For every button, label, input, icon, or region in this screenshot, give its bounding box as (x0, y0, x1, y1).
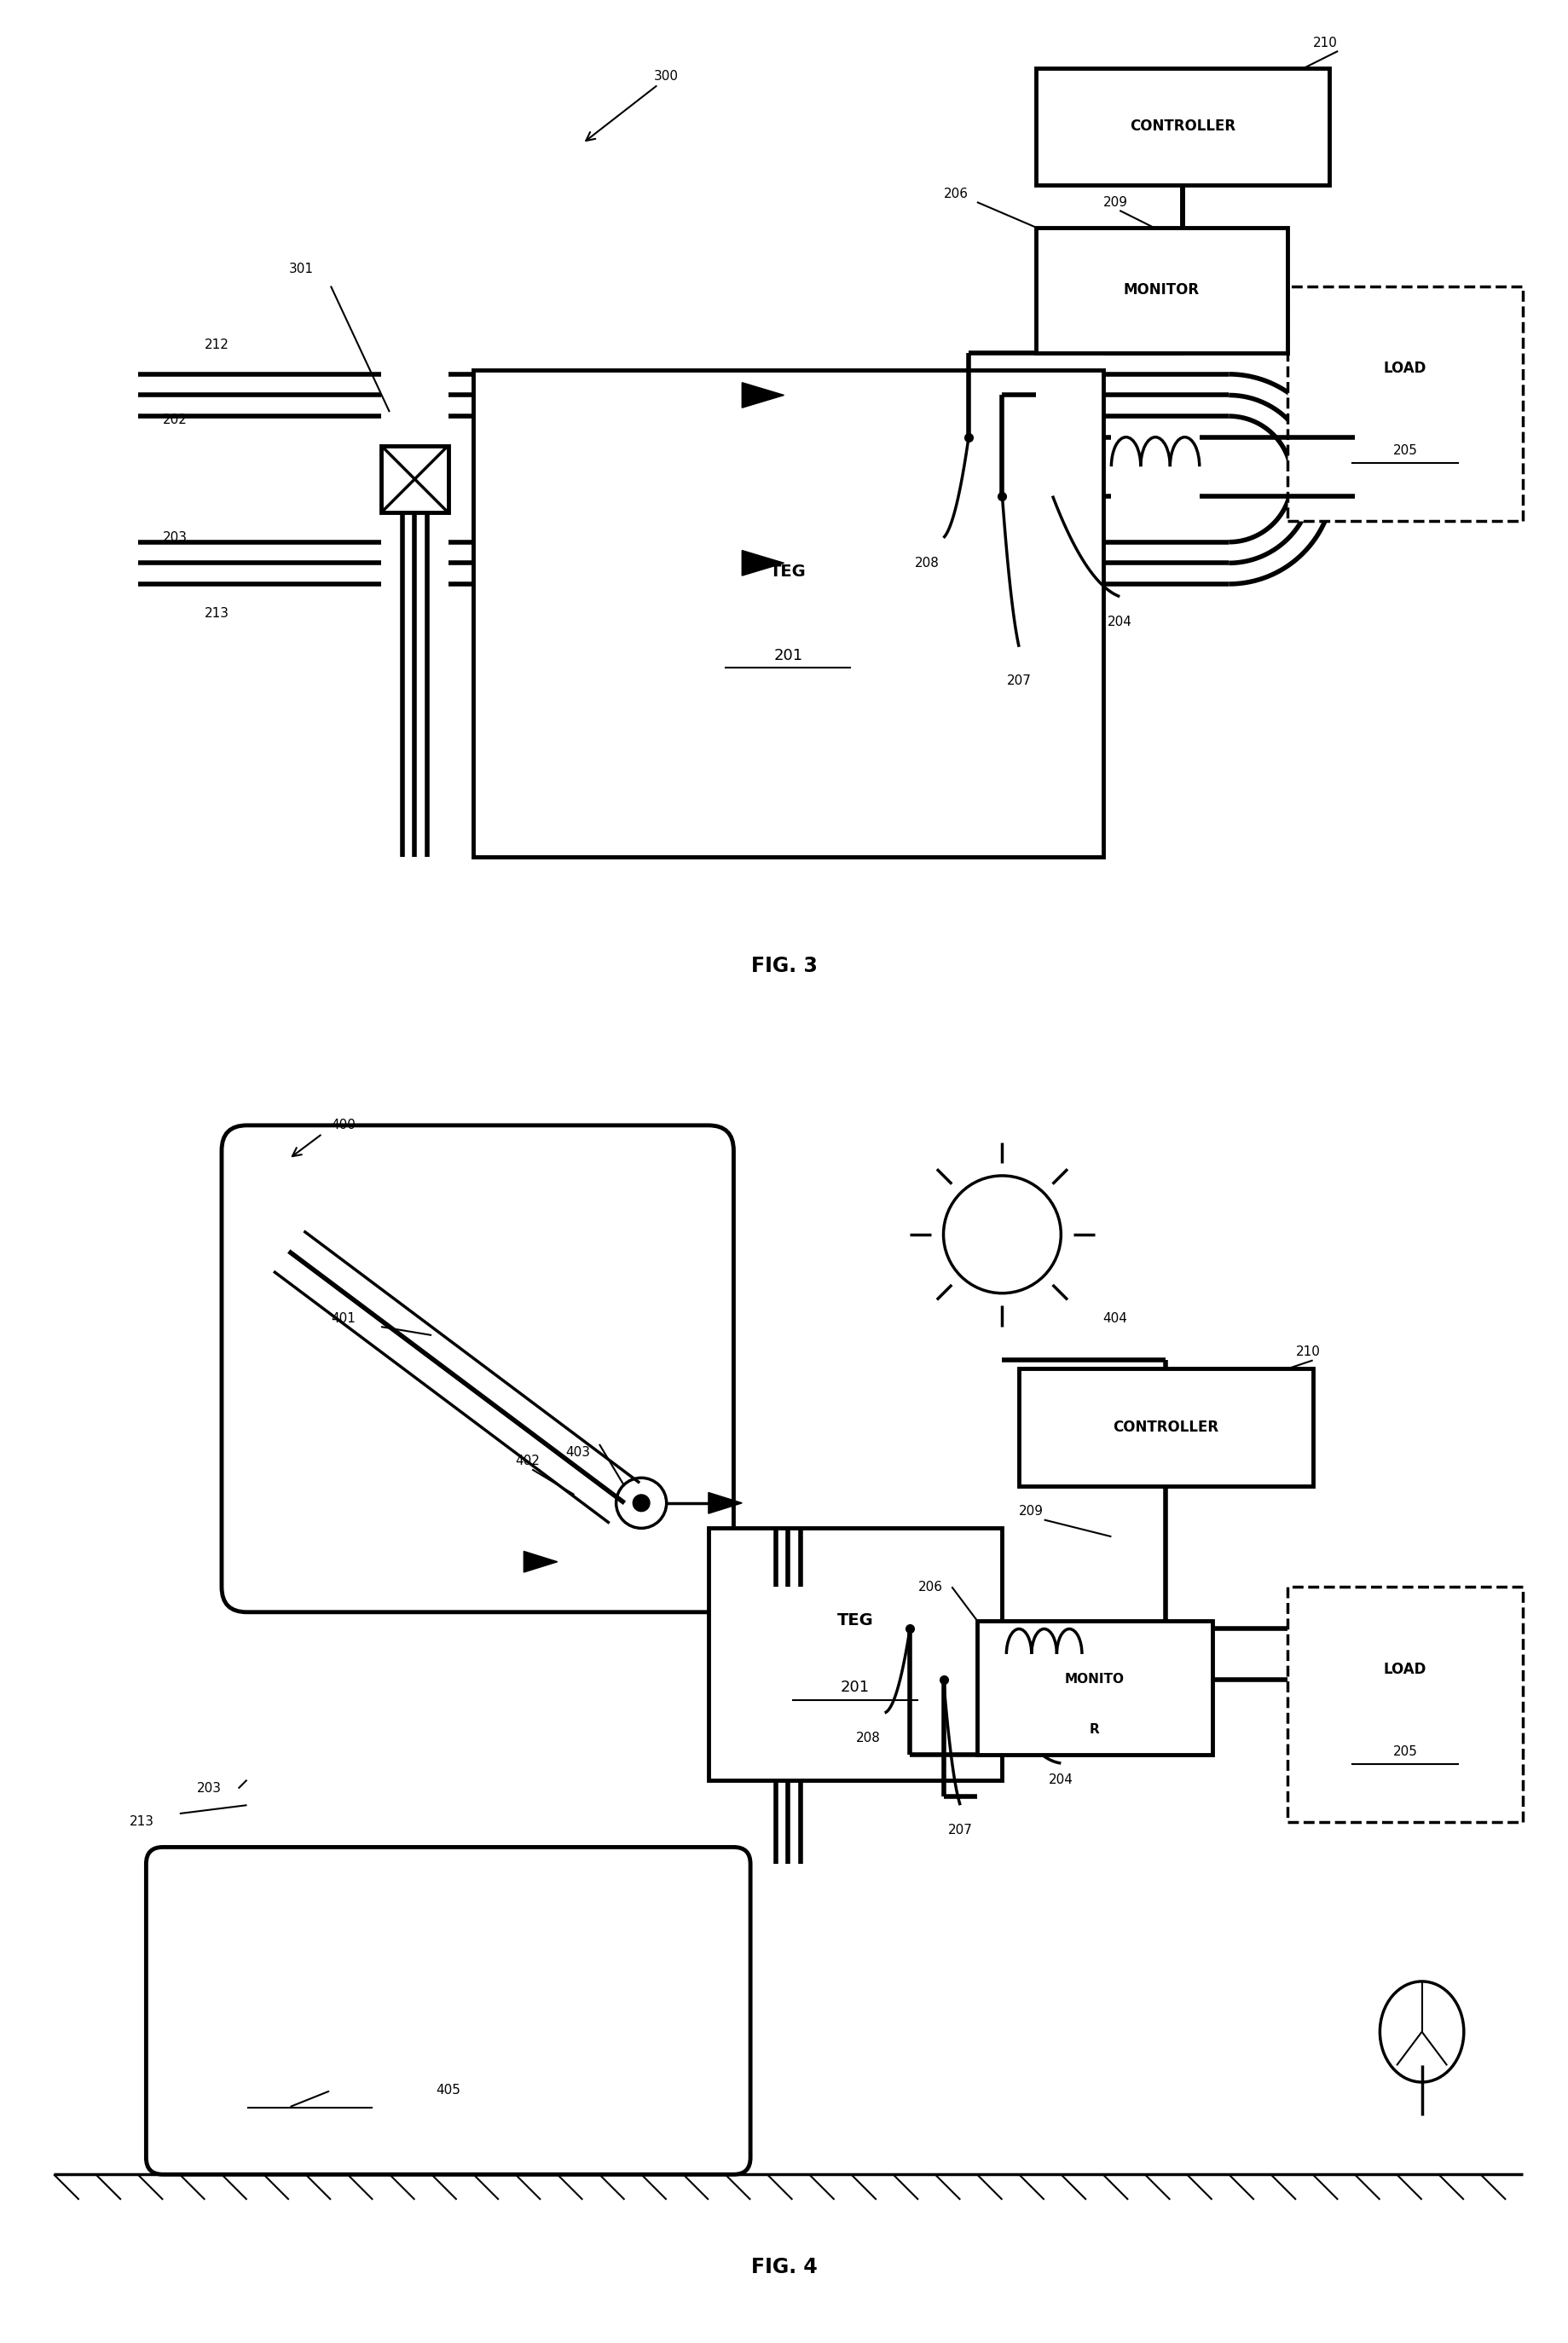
Text: R: R (1090, 1722, 1099, 1736)
Polygon shape (709, 1492, 742, 1514)
Text: 405: 405 (436, 2085, 461, 2097)
Text: 208: 208 (914, 558, 939, 569)
Circle shape (633, 1495, 649, 1511)
Text: 210: 210 (1312, 35, 1338, 49)
Text: 401: 401 (331, 1312, 356, 1324)
Text: MONITOR: MONITOR (1124, 284, 1200, 298)
Text: 213: 213 (129, 1816, 154, 1828)
Polygon shape (742, 382, 784, 408)
Text: 209: 209 (1019, 1504, 1044, 1518)
Text: 404: 404 (1102, 1312, 1127, 1324)
Text: 400: 400 (331, 1120, 356, 1132)
Text: CONTROLLER: CONTROLLER (1113, 1420, 1218, 1436)
Bar (1036, 227, 1287, 354)
Text: 209: 209 (1102, 197, 1127, 209)
Bar (381, 445, 448, 513)
Text: 207: 207 (1007, 675, 1032, 686)
Bar (474, 370, 1102, 858)
Text: 205: 205 (1392, 1746, 1417, 1757)
Bar (1287, 1586, 1523, 1823)
Text: MONITO: MONITO (1065, 1673, 1124, 1685)
Text: 203: 203 (163, 532, 188, 544)
Text: FIG. 4: FIG. 4 (751, 2256, 817, 2277)
Text: LOAD: LOAD (1383, 1661, 1427, 1678)
Text: 203: 203 (196, 1783, 221, 1795)
Text: 201: 201 (773, 647, 803, 663)
Bar (709, 1528, 1002, 1781)
Text: TEG: TEG (770, 562, 806, 579)
Text: CONTROLLER: CONTROLLER (1131, 119, 1236, 134)
Bar (1036, 68, 1330, 185)
Text: 300: 300 (654, 70, 679, 82)
Text: 204: 204 (1107, 616, 1132, 628)
Text: 301: 301 (289, 262, 314, 276)
Text: 207: 207 (949, 1823, 972, 1837)
Text: 206: 206 (919, 1582, 942, 1593)
Text: 402: 402 (516, 1455, 539, 1467)
Text: 205: 205 (1392, 445, 1417, 457)
Text: 210: 210 (1297, 1345, 1320, 1359)
FancyBboxPatch shape (146, 1846, 751, 2174)
Text: LOAD: LOAD (1383, 361, 1427, 375)
Text: 213: 213 (205, 607, 229, 621)
Text: 212: 212 (205, 337, 229, 351)
Text: 403: 403 (566, 1446, 591, 1460)
Text: FIG. 3: FIG. 3 (751, 956, 817, 977)
Text: 204: 204 (1049, 1774, 1073, 1785)
Polygon shape (742, 551, 784, 576)
Text: 206: 206 (944, 187, 967, 199)
Bar (1019, 1368, 1312, 1485)
Text: 208: 208 (856, 1731, 880, 1746)
FancyBboxPatch shape (221, 1125, 734, 1612)
Polygon shape (524, 1551, 557, 1572)
Bar (977, 1621, 1212, 1755)
Text: 201: 201 (840, 1680, 870, 1696)
Bar (1287, 286, 1523, 520)
Text: 202: 202 (163, 415, 188, 426)
Text: TEG: TEG (837, 1612, 873, 1628)
